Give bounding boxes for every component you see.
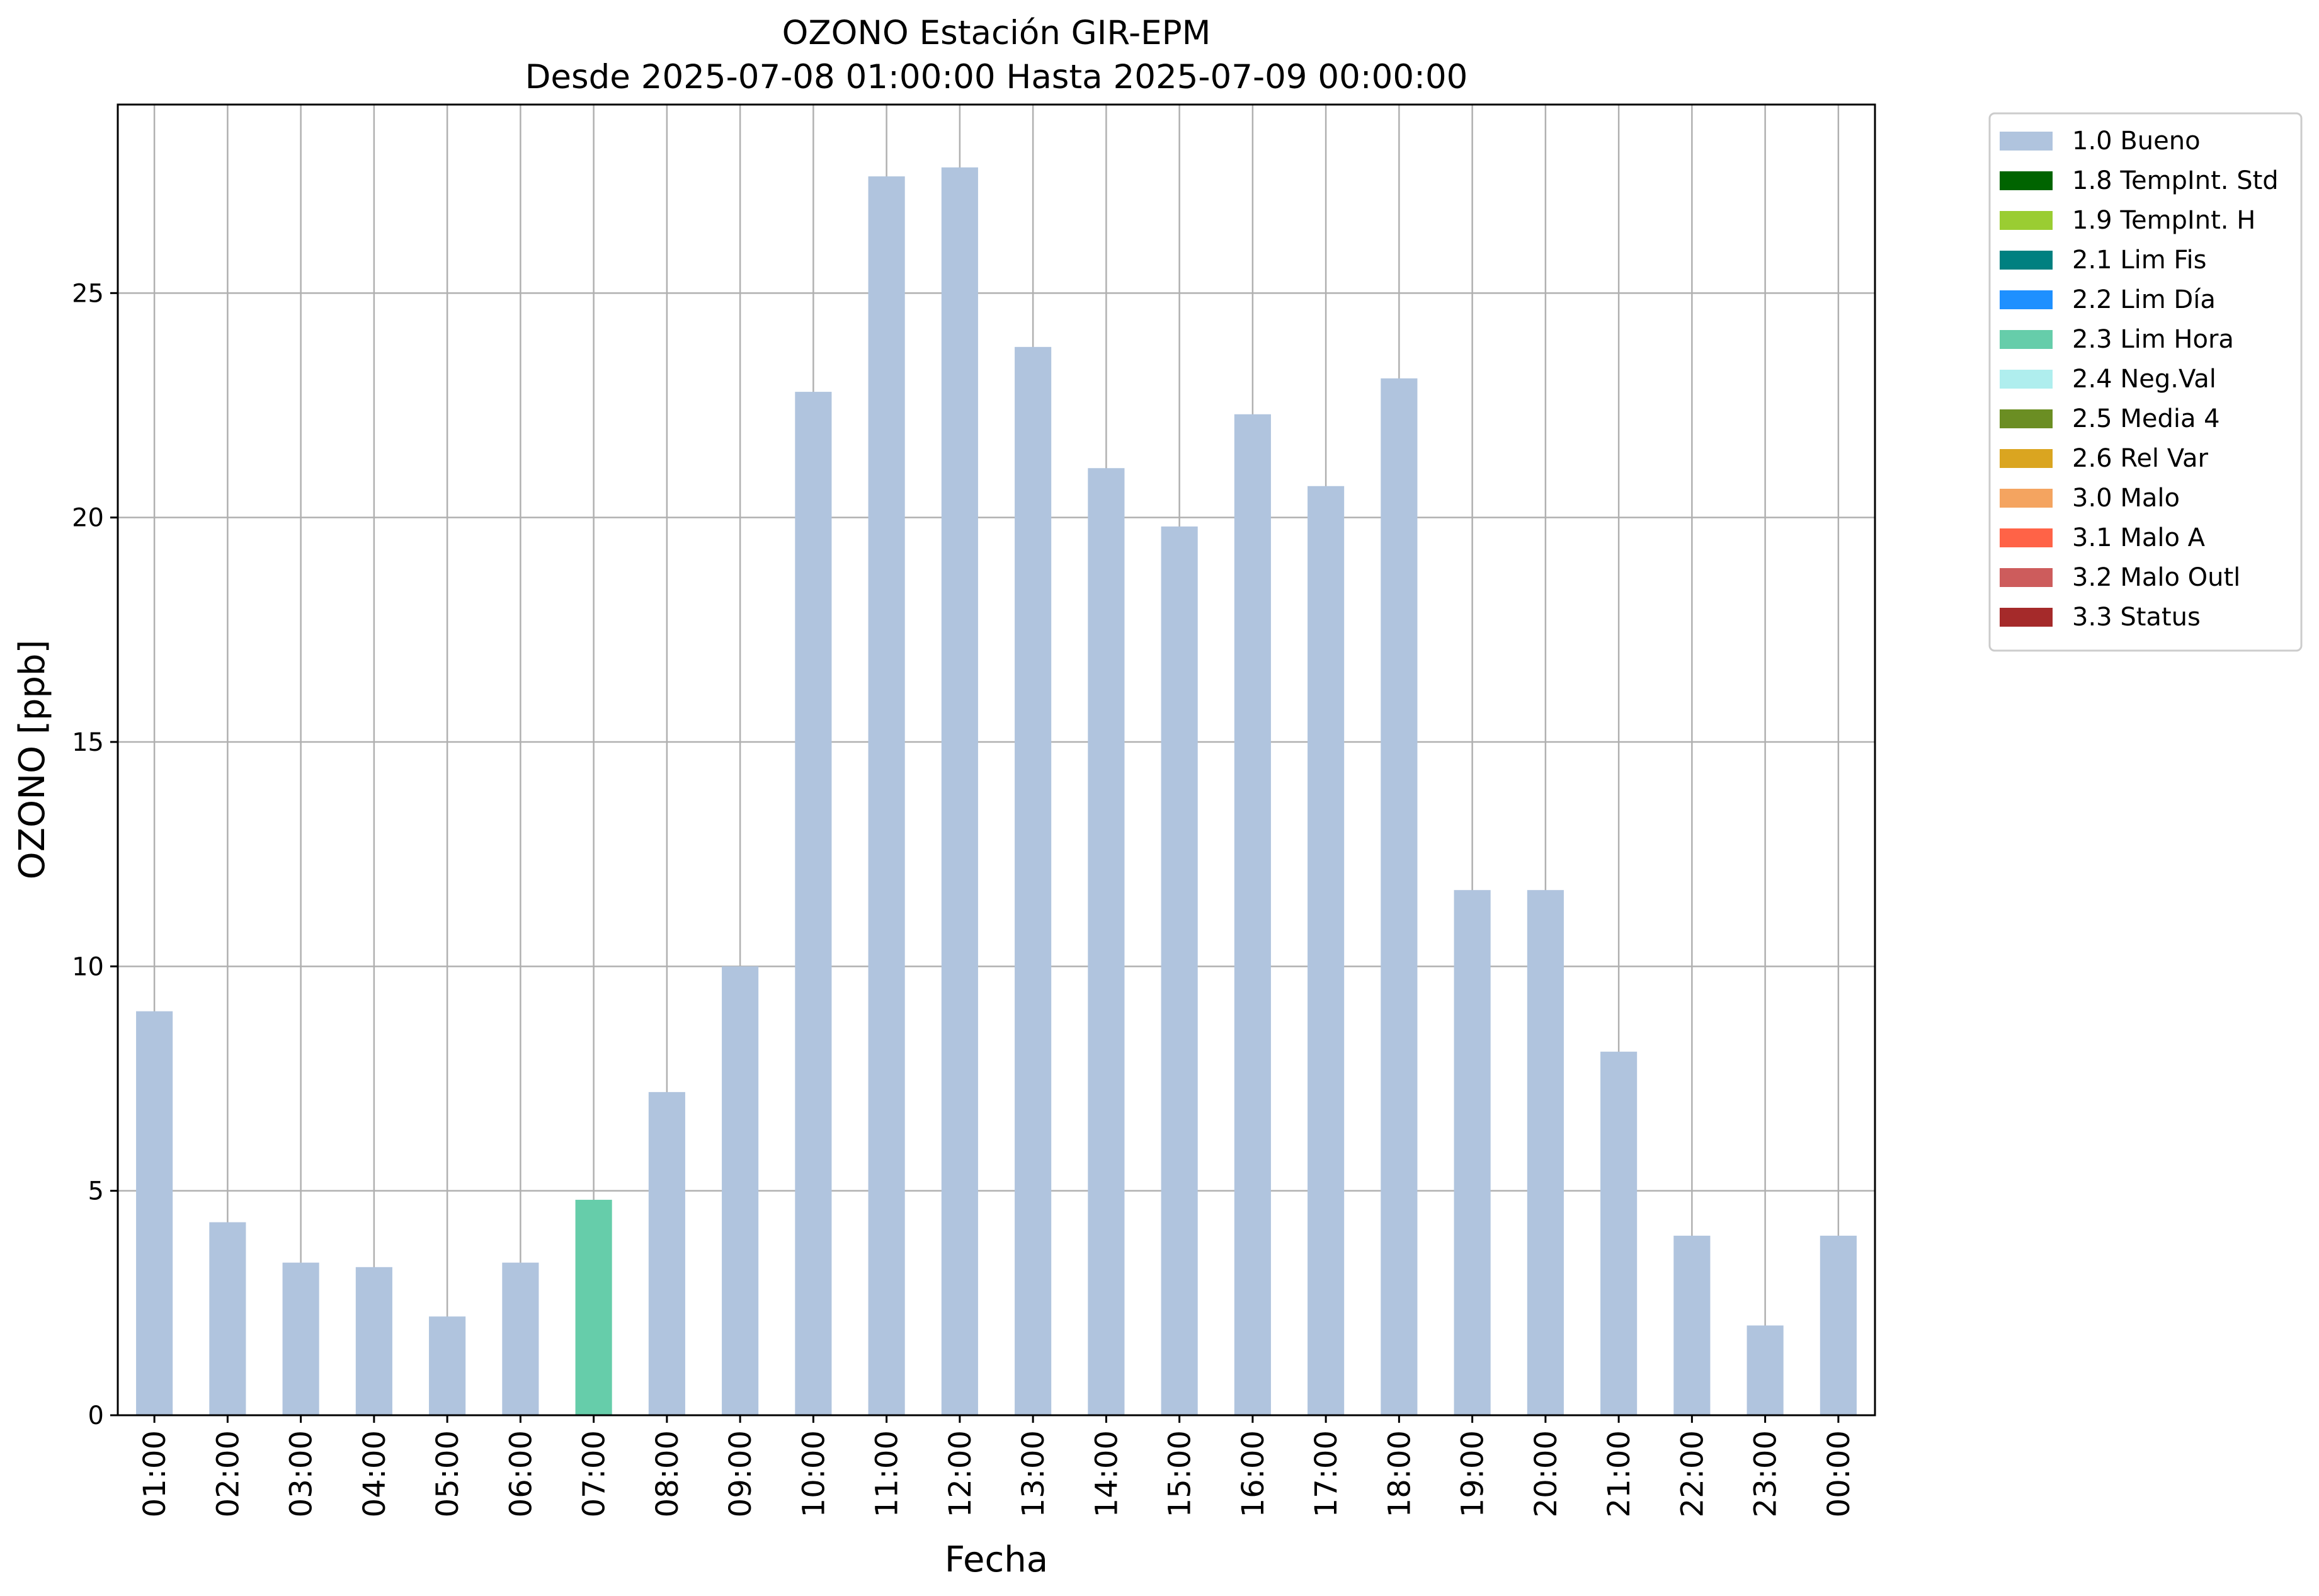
y-axis: 0 5 10 15 20 25	[72, 279, 118, 1430]
bar	[1161, 526, 1198, 1416]
legend-swatch	[2000, 568, 2053, 587]
x-tick-label: 18:00	[1382, 1430, 1417, 1517]
legend: 1.0 Bueno 1.8 TempInt. Std 1.9 TempInt. H 2…	[1988, 112, 2303, 652]
x-tick-label: 22:00	[1675, 1430, 1710, 1517]
x-tick-label: 01:00	[137, 1430, 173, 1517]
x-tick-label: 21:00	[1602, 1430, 1637, 1517]
legend-swatch	[2000, 211, 2053, 230]
bar	[429, 1316, 466, 1415]
x-tick-label: 16:00	[1236, 1430, 1271, 1517]
legend-label: 2.1 Lim Fis	[2072, 246, 2206, 275]
x-tick-label: 06:00	[503, 1430, 538, 1517]
y-axis-label: OZONO [ppb]	[12, 640, 53, 880]
chart-subtitle: Desde 2025-07-08 01:00:00 Hasta 2025-07-…	[525, 58, 1468, 96]
bar	[1820, 1235, 1857, 1415]
x-tick-label: 00:00	[1821, 1430, 1857, 1517]
legend-label: 3.2 Malo Outl	[2072, 563, 2240, 592]
bar	[1454, 890, 1491, 1415]
y-tick-label: 20	[72, 504, 104, 533]
x-tick-label: 20:00	[1529, 1430, 1564, 1517]
legend-swatch	[2000, 171, 2053, 190]
x-tick-label: 07:00	[577, 1430, 612, 1517]
legend-label: 2.2 Lim Día	[2072, 285, 2216, 314]
legend-label: 2.5 Media 4	[2072, 404, 2220, 433]
x-tick-label: 04:00	[357, 1430, 392, 1517]
bar	[355, 1267, 392, 1415]
legend-label: 2.3 Lim Hora	[2072, 325, 2234, 354]
bar	[795, 392, 832, 1415]
bar	[1600, 1051, 1638, 1415]
bar	[868, 176, 905, 1416]
bars	[136, 167, 1857, 1416]
chart-title: OZONO Estación GIR-EPM	[782, 14, 1211, 52]
x-tick-label: 17:00	[1309, 1430, 1344, 1517]
bar	[1746, 1325, 1784, 1415]
legend-label: 2.6 Rel Var	[2072, 444, 2209, 473]
legend-label: 3.1 Malo A	[2072, 523, 2206, 552]
x-tick-label: 13:00	[1016, 1430, 1051, 1517]
x-tick-label: 08:00	[650, 1430, 685, 1517]
bar	[136, 1011, 173, 1415]
x-tick-label: 23:00	[1748, 1430, 1784, 1517]
x-tick-label: 15:00	[1163, 1430, 1198, 1517]
bar	[1015, 346, 1052, 1415]
x-tick-label: 03:00	[284, 1430, 319, 1517]
legend-swatch	[2000, 251, 2053, 270]
x-tick-label: 02:00	[210, 1430, 246, 1517]
y-tick-label: 5	[88, 1177, 104, 1206]
x-axis: 01:00 02:00 03:00 04:00 05:00 06:00 07:00 08:00…	[137, 1415, 1857, 1517]
bar	[575, 1199, 612, 1415]
legend-swatch	[2000, 528, 2053, 547]
legend-label: 1.9 TempInt. H	[2072, 206, 2255, 235]
legend-swatch	[2000, 409, 2053, 428]
bar	[502, 1262, 539, 1415]
x-tick-label: 14:00	[1089, 1430, 1124, 1517]
bar	[282, 1262, 319, 1415]
legend-swatch	[2000, 489, 2053, 508]
legend-swatch	[2000, 330, 2053, 349]
bar	[1088, 468, 1125, 1415]
y-tick-label: 10	[72, 952, 104, 981]
legend-label: 1.0 Bueno	[2072, 127, 2201, 156]
x-tick-label: 10:00	[796, 1430, 831, 1517]
legend-label: 2.4 Neg.Val	[2072, 365, 2216, 394]
bar	[1673, 1235, 1711, 1415]
legend-box	[1988, 112, 2303, 652]
y-tick-label: 15	[72, 728, 104, 757]
bar	[1381, 378, 1418, 1415]
legend-swatch	[2000, 132, 2053, 151]
bar	[648, 1092, 685, 1415]
x-tick-label: 05:00	[430, 1430, 465, 1517]
y-tick-label: 25	[72, 279, 104, 308]
bar	[722, 966, 759, 1415]
bar	[1234, 414, 1271, 1415]
legend-swatch	[2000, 449, 2053, 468]
legend-label: 3.0 Malo	[2072, 484, 2180, 513]
x-tick-label: 09:00	[723, 1430, 758, 1517]
legend-swatch	[2000, 290, 2053, 309]
bar	[209, 1222, 246, 1415]
legend-label: 1.8 TempInt. Std	[2072, 166, 2279, 195]
x-tick-label: 11:00	[870, 1430, 905, 1517]
plot-frame	[117, 103, 1876, 1416]
bar	[1308, 486, 1345, 1416]
y-tick-label: 0	[88, 1401, 104, 1430]
bar	[1527, 890, 1564, 1415]
x-tick-label: 19:00	[1456, 1430, 1491, 1517]
legend-label: 3.3 Status	[2072, 603, 2201, 632]
x-axis-label: Fecha	[945, 1539, 1048, 1580]
legend-swatch	[2000, 608, 2053, 627]
x-tick-label: 12:00	[943, 1430, 978, 1517]
legend-swatch	[2000, 370, 2053, 389]
bar	[941, 167, 978, 1416]
